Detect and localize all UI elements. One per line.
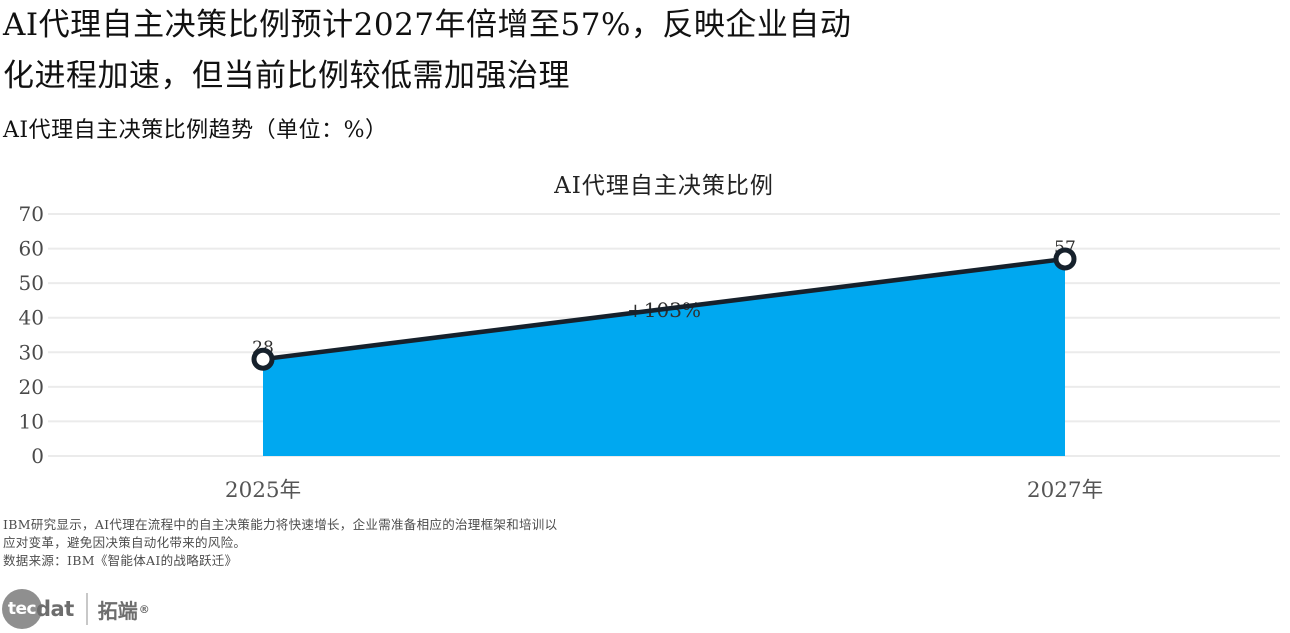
x-tick-label: 2025年 bbox=[225, 478, 301, 503]
y-tick-label: 20 bbox=[19, 375, 44, 399]
logo-suffix-text: dat bbox=[36, 597, 74, 621]
trend-line bbox=[262, 256, 1066, 362]
y-tick-label: 50 bbox=[19, 271, 44, 295]
tecdat-logo-circle-icon: tec bbox=[2, 589, 42, 629]
footer-note-line1: IBM研究显示，AI代理在流程中的自主决策能力将快速增长，企业需准备相应的治理框… bbox=[3, 517, 558, 532]
page-subtitle: AI代理自主决策比例趋势（单位：%） bbox=[3, 118, 388, 143]
y-tick-label: 10 bbox=[19, 409, 44, 433]
x-tick-label: 2027年 bbox=[1027, 478, 1103, 503]
data-point-marker bbox=[251, 347, 275, 371]
footer-note-line2: 应对变革，避免因决策自动化带来的风险。 bbox=[3, 535, 247, 550]
y-tick-label: 30 bbox=[19, 340, 44, 364]
y-tick-label: 70 bbox=[19, 202, 44, 226]
footer-note: IBM研究显示，AI代理在流程中的自主决策能力将快速增长，企业需准备相应的治理框… bbox=[3, 516, 557, 570]
y-tick-label: 40 bbox=[19, 306, 44, 330]
data-source: 数据来源：IBM《智能体AI的战略跃迁》 bbox=[3, 553, 238, 568]
logo-divider bbox=[85, 593, 88, 625]
logo-brand-text: 拓端 bbox=[97, 598, 138, 623]
y-tick-label: 0 bbox=[31, 444, 44, 468]
data-point-marker bbox=[1053, 247, 1077, 271]
tecdat-logo: tec dat 拓端 ® bbox=[2, 587, 150, 631]
logo-circle-text: tec bbox=[7, 599, 37, 619]
area-fill bbox=[263, 258, 1065, 456]
chart-title: AI代理自主决策比例 bbox=[554, 173, 774, 199]
page-title: AI代理自主决策比例预计2027年倍增至57%，反映企业自动化进程加速，但当前比… bbox=[3, 7, 852, 94]
logo-registered-mark: ® bbox=[138, 602, 150, 616]
y-tick-label: 60 bbox=[19, 237, 44, 261]
